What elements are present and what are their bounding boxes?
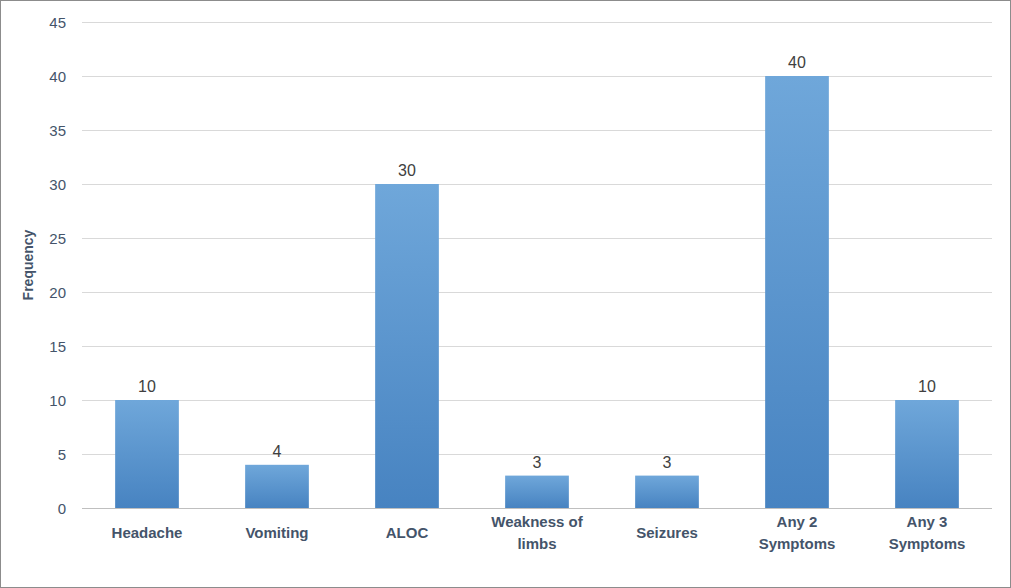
grid-line [82,22,992,23]
grid-line [82,400,992,401]
x-tick-label-line: Headache [112,524,183,541]
y-tick-label: 30 [49,176,66,193]
x-axis-line [82,508,992,509]
grid-line [82,346,992,347]
data-label: 10 [138,378,156,395]
grid-line [82,184,992,185]
bars [115,76,959,508]
data-label: 10 [918,378,936,395]
grid-line [82,292,992,293]
chart: 0 5 10 15 20 25 30 35 40 45 Frequency 10 4 30 3 3 40 10 He… [0,0,1011,588]
y-tick-label: 5 [58,446,66,463]
data-label: 40 [788,54,806,71]
x-tick-label-line: Weakness of [491,513,583,530]
x-tick-label-line: Vomiting [245,524,308,541]
x-tick-label-line: ALOC [386,524,429,541]
x-tick-label: Weakness of limbs [491,513,583,552]
data-label: 30 [398,162,416,179]
x-tick-label: Any 3 Symptoms [889,513,966,552]
grid-line [82,508,992,509]
bar [895,400,959,508]
data-label: 3 [533,454,542,471]
x-tick-label: Vomiting [245,524,308,541]
x-tick-label-line: Any 2 [777,513,818,530]
y-tick-label: 25 [49,230,66,247]
x-tick-label-line: Symptoms [889,535,966,552]
bar [635,476,699,508]
bar [765,76,829,508]
x-tick-label: Any 2 Symptoms [759,513,836,552]
y-tick-label: 40 [49,68,66,85]
grid-line [82,76,992,77]
x-tick-label: Seizures [636,524,698,541]
y-tick-label: 45 [49,14,66,31]
y-tick-label: 0 [58,500,66,517]
bar [505,476,569,508]
y-axis-title: Frequency [20,229,36,300]
x-tick-label: ALOC [386,524,429,541]
y-tick-label: 35 [49,122,66,139]
bar [115,400,179,508]
x-tick-label-line: Seizures [636,524,698,541]
y-tick-label: 15 [49,338,66,355]
x-tick-label-line: Symptoms [759,535,836,552]
x-tick-label: Headache [112,524,183,541]
y-tick-label: 20 [49,284,66,301]
data-label: 3 [663,454,672,471]
bar [375,184,439,508]
grid-line [82,130,992,131]
frame [1,1,1011,588]
x-tick-label-line: Any 3 [907,513,948,530]
x-tick-label-line: limbs [517,535,556,552]
y-tick-label: 10 [49,392,66,409]
data-label: 4 [273,443,282,460]
grid-line [82,238,992,239]
bar [245,465,309,508]
